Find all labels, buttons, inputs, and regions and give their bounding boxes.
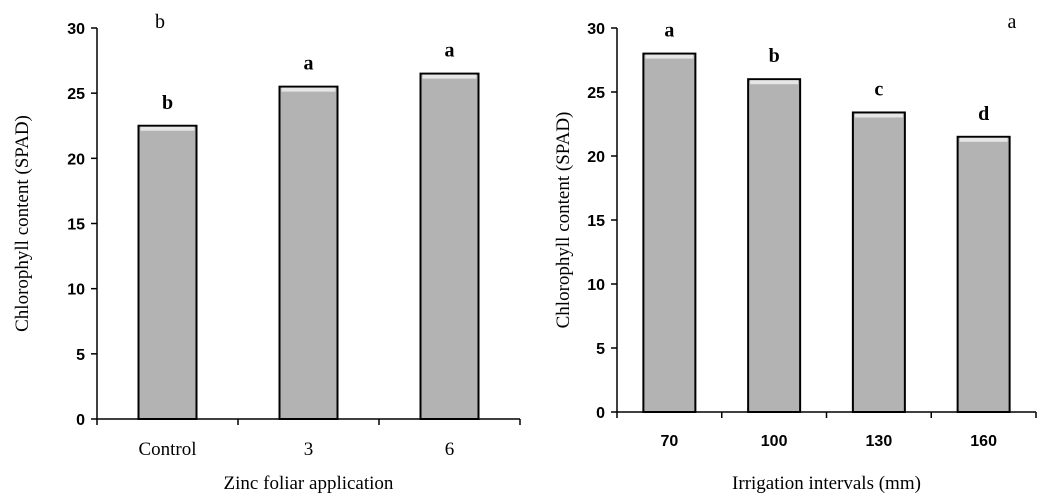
x-tick-label: 70 xyxy=(660,433,678,450)
y-tick-label: 0 xyxy=(596,405,605,422)
x-axis-title: Zinc foliar application xyxy=(224,473,394,494)
y-tick-label: 0 xyxy=(76,412,85,429)
panel-label: a xyxy=(1008,11,1017,33)
left-chart-zinc: 0 5 10 15 20 25 30 b Control a 3 a 6 Chlorophyll cont… xyxy=(12,11,521,494)
bar-highlight xyxy=(645,54,694,59)
x-axis-title: Irrigation intervals (mm) xyxy=(732,473,921,494)
bar-highlight xyxy=(959,137,1008,142)
bar-significance-label: b xyxy=(162,92,173,114)
bar-highlight xyxy=(281,87,336,92)
y-axis-title: Chlorophyll content (SPAD) xyxy=(553,112,574,329)
y-tick-label: 10 xyxy=(67,282,85,299)
bar-highlight xyxy=(422,74,477,79)
x-tick-label: 100 xyxy=(761,433,788,450)
bar-significance-label: a xyxy=(664,20,674,42)
y-tick-label: 15 xyxy=(587,213,605,230)
y-axis-title: Chlorophyll content (SPAD) xyxy=(12,115,33,332)
bar-3 xyxy=(278,85,339,421)
y-tick-label: 20 xyxy=(67,151,85,168)
y-tick-label: 25 xyxy=(67,86,85,103)
bar-significance-label: a xyxy=(304,53,314,75)
right-chart-irrigation: 0 5 10 15 20 25 30 a 70 b 100 c 130 d 160 Chlorophyll c… xyxy=(553,11,1037,494)
panel-label: b xyxy=(155,11,165,33)
x-tick-label: Control xyxy=(138,439,196,460)
bar-highlight xyxy=(854,113,903,118)
bar-160 xyxy=(956,135,1011,414)
bar-significance-label: a xyxy=(445,40,455,62)
bar-significance-label: b xyxy=(769,45,780,67)
x-tick-label: 160 xyxy=(970,433,997,450)
x-tick-label: 6 xyxy=(445,439,455,460)
y-tick-label: 5 xyxy=(596,341,605,358)
y-tick-label: 20 xyxy=(587,149,605,166)
x-tick-label: 130 xyxy=(866,433,893,450)
x-tick-label: 3 xyxy=(304,439,314,460)
y-tick-label: 5 xyxy=(76,347,85,364)
bar-highlight xyxy=(750,80,799,85)
y-tick-label: 30 xyxy=(587,21,605,38)
y-tick-label: 25 xyxy=(587,85,605,102)
bar-significance-label: c xyxy=(874,78,883,100)
bar-130 xyxy=(851,111,906,413)
y-tick-label: 10 xyxy=(587,277,605,294)
y-tick-label: 15 xyxy=(67,217,85,234)
bar-6 xyxy=(419,72,480,420)
bar-significance-label: d xyxy=(978,103,989,125)
bar-100 xyxy=(747,78,802,413)
bar-highlight xyxy=(140,126,195,131)
y-tick-label: 30 xyxy=(67,21,85,38)
bar-70 xyxy=(642,52,697,413)
bar-Control xyxy=(137,124,198,420)
